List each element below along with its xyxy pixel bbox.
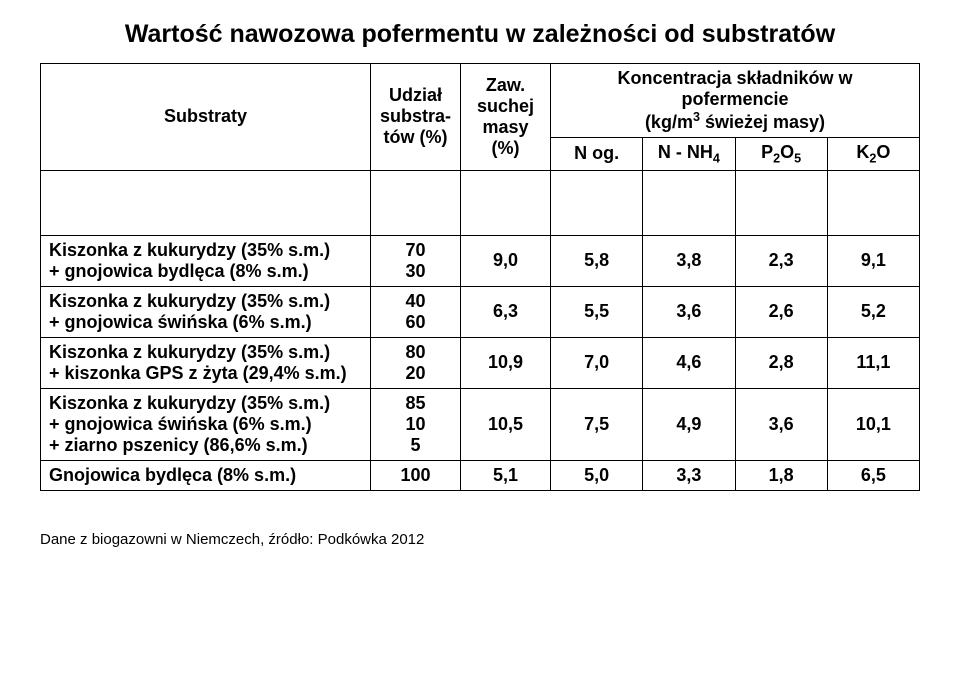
table-row: Kiszonka z kukurydzy (35% s.m.)+ gnojowi…: [41, 388, 920, 460]
page-title: Wartość nawozowa pofermentu w zależności…: [40, 20, 920, 49]
cell-zaw: 9,0: [461, 235, 551, 286]
hdr-nog: N og.: [551, 138, 643, 171]
cell-nnh4: 3,3: [643, 460, 735, 490]
cell-p2o5: 3,6: [735, 388, 827, 460]
spacer-row: [41, 170, 920, 235]
cell-nnh4: 4,6: [643, 337, 735, 388]
cell-nnh4: 3,8: [643, 235, 735, 286]
cell-nog: 5,0: [551, 460, 643, 490]
hdr-udzial: Udział substra-tów (%): [371, 64, 461, 171]
cell-zaw: 10,5: [461, 388, 551, 460]
cell-k2o: 9,1: [827, 235, 919, 286]
row-label: Kiszonka z kukurydzy (35% s.m.)+ kiszonk…: [41, 337, 371, 388]
footnote: Dane z biogazowni w Niemczech, źródło: P…: [40, 531, 920, 548]
row-label: Gnojowica bydlęca (8% s.m.): [41, 460, 371, 490]
cell-udzial: 4060: [371, 286, 461, 337]
cell-nog: 5,5: [551, 286, 643, 337]
hdr-substraty: Substraty: [41, 64, 371, 171]
table-row: Gnojowica bydlęca (8% s.m.) 100 5,1 5,0 …: [41, 460, 920, 490]
hdr-zaw: Zaw.suchejmasy(%): [461, 64, 551, 171]
cell-nog: 7,0: [551, 337, 643, 388]
cell-k2o: 11,1: [827, 337, 919, 388]
cell-udzial: 85105: [371, 388, 461, 460]
cell-udzial: 8020: [371, 337, 461, 388]
cell-zaw: 10,9: [461, 337, 551, 388]
cell-nnh4: 4,9: [643, 388, 735, 460]
cell-nog: 7,5: [551, 388, 643, 460]
hdr-p2o5: P2O5: [735, 138, 827, 171]
cell-k2o: 6,5: [827, 460, 919, 490]
table-row: Kiszonka z kukurydzy (35% s.m.)+ gnojowi…: [41, 286, 920, 337]
data-table: Substraty Udział substra-tów (%) Zaw.suc…: [40, 63, 920, 491]
row-label: Kiszonka z kukurydzy (35% s.m.)+ gnojowi…: [41, 286, 371, 337]
hdr-nnh4: N - NH4: [643, 138, 735, 171]
cell-p2o5: 2,6: [735, 286, 827, 337]
cell-nnh4: 3,6: [643, 286, 735, 337]
cell-k2o: 10,1: [827, 388, 919, 460]
cell-p2o5: 1,8: [735, 460, 827, 490]
hdr-k2o: K2O: [827, 138, 919, 171]
cell-zaw: 5,1: [461, 460, 551, 490]
cell-k2o: 5,2: [827, 286, 919, 337]
cell-p2o5: 2,8: [735, 337, 827, 388]
cell-zaw: 6,3: [461, 286, 551, 337]
cell-nog: 5,8: [551, 235, 643, 286]
hdr-koncentracja: Koncentracja składników wpofermencie(kg/…: [551, 64, 920, 138]
cell-udzial: 7030: [371, 235, 461, 286]
row-label: Kiszonka z kukurydzy (35% s.m.)+ gnojowi…: [41, 388, 371, 460]
table-row: Kiszonka z kukurydzy (35% s.m.)+ gnojowi…: [41, 235, 920, 286]
cell-udzial: 100: [371, 460, 461, 490]
table-header-row-1: Substraty Udział substra-tów (%) Zaw.suc…: [41, 64, 920, 138]
row-label: Kiszonka z kukurydzy (35% s.m.)+ gnojowi…: [41, 235, 371, 286]
table-row: Kiszonka z kukurydzy (35% s.m.)+ kiszonk…: [41, 337, 920, 388]
cell-p2o5: 2,3: [735, 235, 827, 286]
